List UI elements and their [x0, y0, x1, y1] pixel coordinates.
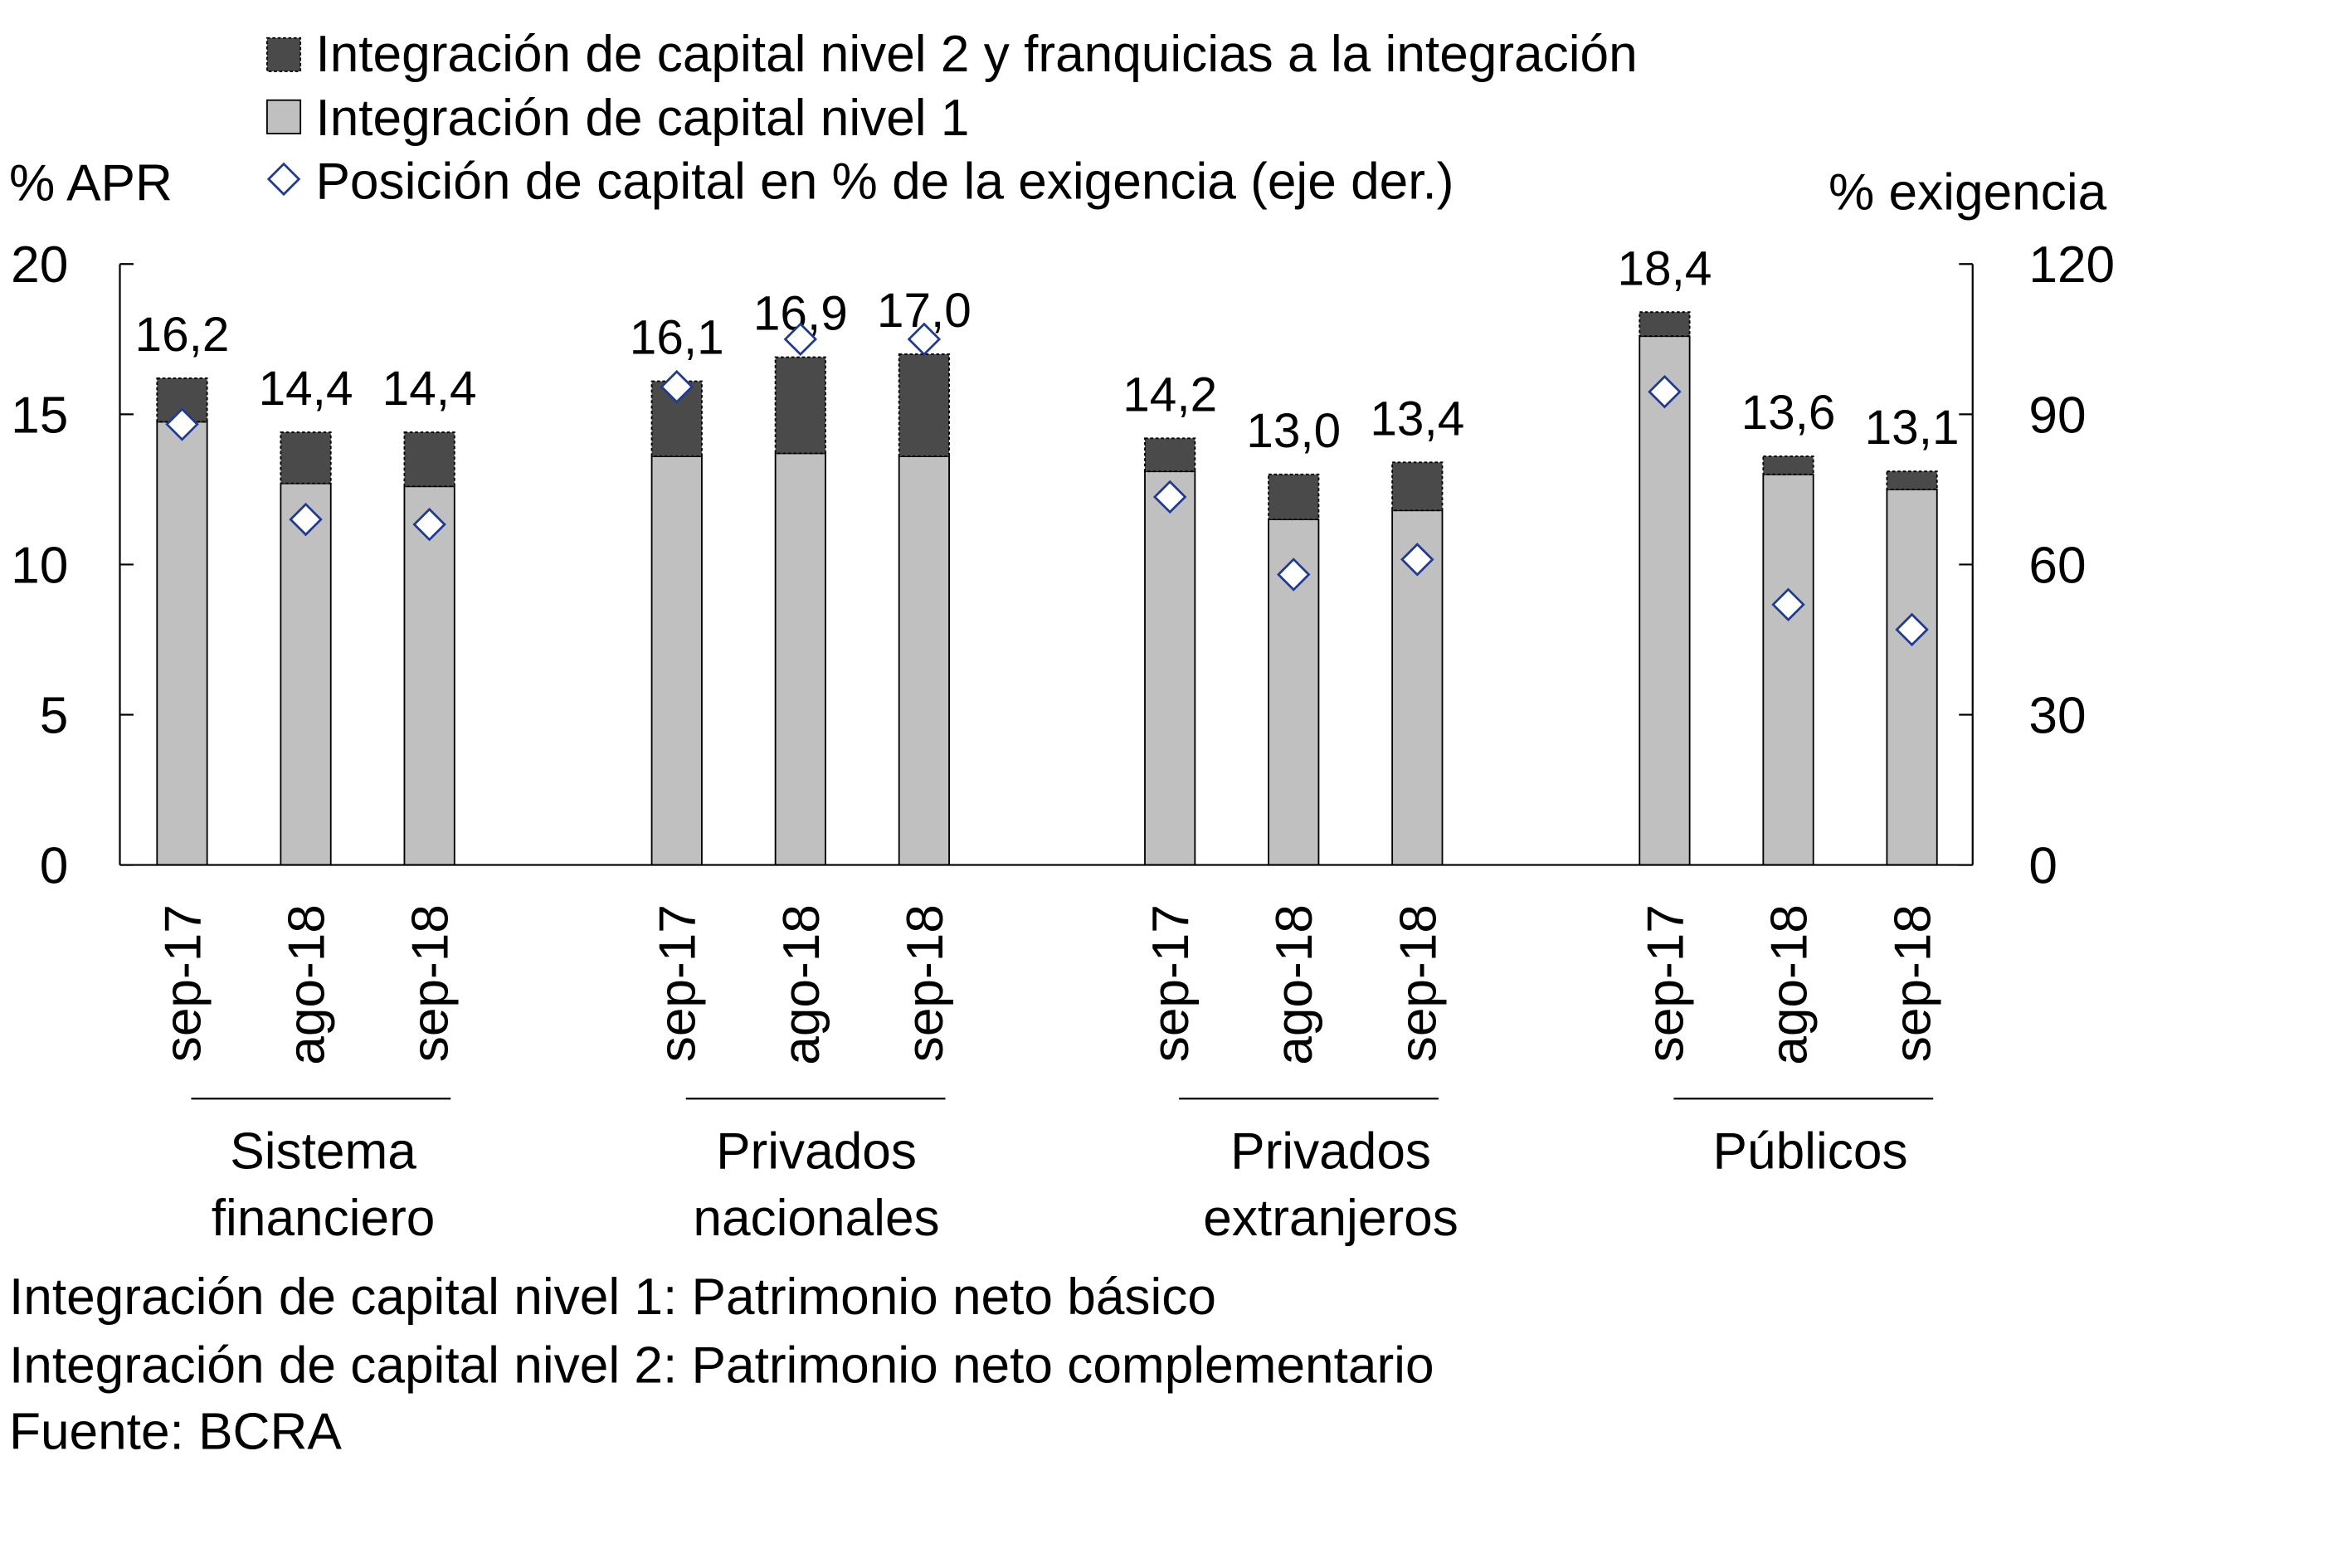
bar-tier1 — [280, 482, 332, 866]
y-tick-label-right: 60 — [2028, 537, 2086, 594]
x-tick-label: sep-17 — [1637, 904, 1694, 1062]
legend: Integración de capital nivel 2 y franqui… — [265, 26, 1638, 211]
bar-tier2 — [1268, 473, 1320, 521]
bar-tier1 — [1144, 470, 1196, 866]
y-tick-label-left: 5 — [40, 687, 69, 744]
position-diamond-marker — [1152, 480, 1187, 514]
y-axis-right-label: % exigencia — [1829, 163, 2107, 221]
x-tick-label: sep-18 — [897, 904, 954, 1062]
y-axis-left-label: % APR — [9, 154, 173, 212]
bar-total-label: 16,1 — [630, 311, 724, 365]
y-tick-label-right: 0 — [2028, 838, 2057, 895]
y-tick-label-right: 120 — [2028, 236, 2115, 294]
bar-total-label: 16,2 — [135, 308, 230, 362]
bar-total-label: 13,1 — [1865, 401, 1960, 455]
x-tick-label: ago-18 — [1266, 904, 1323, 1065]
plot-area: 0 5 10 15 20 0 30 60 90 120 16,2 sep-17 14,4 ago-18 14… — [11, 236, 2115, 1247]
group-label: financiero — [212, 1190, 436, 1247]
position-diamond-marker — [1277, 558, 1311, 592]
legend-label-position: Posición de capital en % de la exigencia… — [315, 153, 1454, 211]
bar-tier2 — [1639, 311, 1691, 338]
footnotes: Integración de capital nivel 1: Patrimon… — [9, 1269, 1434, 1461]
group-label: Sistema — [230, 1122, 416, 1180]
x-tick-label: ago-18 — [278, 904, 335, 1065]
bar-tier1 — [1886, 488, 1938, 866]
position-diamond-marker — [289, 502, 323, 537]
footnote: Integración de capital nivel 1: Patrimon… — [9, 1269, 1216, 1326]
bar-tier1 — [156, 421, 208, 866]
position-diamond-marker — [907, 322, 942, 357]
bar-tier1 — [403, 485, 455, 866]
legend-label-tier2: Integración de capital nivel 2 y franqui… — [315, 26, 1637, 83]
legend-swatch-tier2 — [265, 37, 302, 72]
footnote: Integración de capital nivel 2: Patrimon… — [9, 1337, 1434, 1394]
y-tick-label-left: 20 — [11, 236, 68, 294]
position-diamond-marker — [1895, 612, 1929, 647]
bar-tier2 — [1144, 437, 1196, 473]
x-tick-label: sep-18 — [1885, 904, 1942, 1062]
group-label: Privados — [716, 1122, 917, 1180]
x-tick-label: sep-17 — [1142, 904, 1200, 1062]
position-diamond-marker — [1400, 543, 1434, 577]
position-diamond-marker — [412, 507, 446, 542]
position-diamond-marker — [1648, 374, 1682, 409]
group-label: Privados — [1230, 1122, 1431, 1180]
x-tick-label: sep-18 — [402, 904, 460, 1062]
x-tick-label: sep-18 — [1390, 904, 1447, 1062]
bar-total-label: 13,4 — [1370, 392, 1464, 446]
y-tick-label-right: 30 — [2028, 687, 2086, 744]
bar-tier2 — [1886, 470, 1938, 490]
x-tick-label: sep-17 — [154, 904, 212, 1062]
y-tick-label-right: 90 — [2028, 387, 2086, 444]
legend-label-tier1: Integración de capital nivel 1 — [315, 90, 969, 147]
position-diamond-marker — [1771, 587, 1805, 621]
position-diamond-marker — [660, 369, 694, 404]
bar-tier2 — [774, 356, 826, 455]
footnote: Fuente: BCRA — [9, 1404, 342, 1461]
bar-tier2 — [403, 431, 455, 488]
position-diamond-marker — [165, 407, 199, 441]
bar-tier2 — [1391, 461, 1444, 512]
bar-tier1 — [898, 455, 950, 866]
group-label: nacionales — [693, 1190, 939, 1247]
x-tick-label: sep-17 — [650, 904, 707, 1062]
bar-tier1 — [650, 455, 703, 866]
bar-total-label: 18,4 — [1618, 241, 1712, 295]
bar-total-label: 14,4 — [259, 362, 353, 416]
x-tick-label: ago-18 — [1760, 904, 1818, 1065]
bar-tier2 — [898, 353, 950, 457]
x-tick-label: ago-18 — [773, 904, 830, 1065]
bar-tier1 — [1639, 335, 1691, 866]
bar-tier1 — [1762, 473, 1814, 866]
position-diamond-marker — [783, 322, 818, 357]
bar-total-label: 13,6 — [1741, 386, 1836, 440]
bar-tier2 — [280, 431, 332, 485]
y-tick-label-left: 15 — [11, 387, 68, 444]
bar-tier1 — [774, 452, 826, 866]
bar-total-label: 14,4 — [382, 362, 477, 416]
group-label: extranjeros — [1203, 1190, 1458, 1247]
bar-total-label: 13,0 — [1246, 404, 1341, 458]
y-tick-label-left: 10 — [11, 537, 68, 594]
bar-total-label: 14,2 — [1122, 368, 1217, 421]
legend-diamond-icon — [266, 162, 301, 197]
bar-tier2 — [1762, 455, 1814, 475]
legend-swatch-tier1 — [265, 99, 302, 134]
group-label: Públicos — [1713, 1122, 1908, 1180]
y-tick-label-left: 0 — [40, 838, 69, 895]
